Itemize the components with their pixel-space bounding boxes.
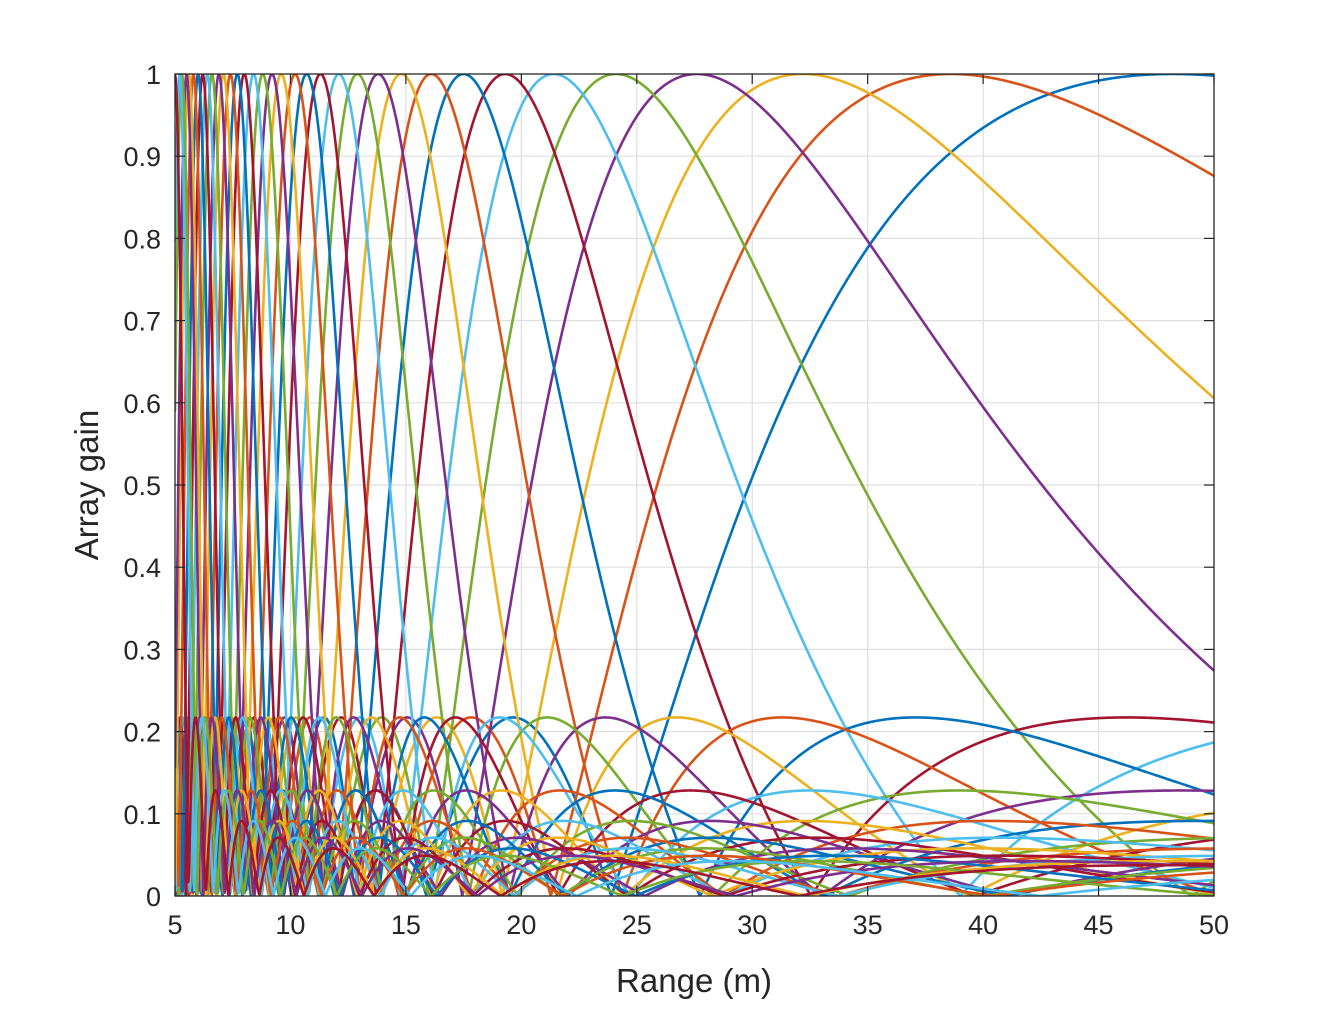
series-line-beam-30	[175, 74, 1214, 896]
x-tick-label: 20	[506, 910, 536, 940]
y-tick-label: 0.6	[123, 389, 161, 419]
series-line-beam-15	[175, 74, 1214, 896]
grid-lines	[175, 74, 1214, 896]
x-tick-label: 10	[275, 910, 305, 940]
x-tick-label: 15	[391, 910, 421, 940]
series-line-beam-31	[175, 74, 1214, 896]
x-tick-label: 35	[853, 910, 883, 940]
series-line-beam-5	[175, 74, 1214, 896]
y-tick-label: 0.7	[123, 307, 161, 337]
x-tick-label: 50	[1199, 910, 1229, 940]
axis-ticks: 5 10 15 20 25 30 35 40 45 50 0 0.1 0.2 0.3 0.4 0.5 0.6 0.…	[123, 60, 1229, 940]
series-line-beam-14	[175, 74, 1214, 896]
y-tick-label: 0.3	[123, 635, 161, 665]
x-tick-label: 5	[167, 910, 182, 940]
x-tick-label: 30	[737, 910, 767, 940]
x-tick-label: 25	[622, 910, 652, 940]
x-axis-label: Range (m)	[616, 962, 772, 999]
y-tick-label: 1	[146, 60, 161, 90]
series-lines	[175, 74, 1214, 896]
y-tick-label: 0.9	[123, 142, 161, 172]
y-axis-label: Array gain	[68, 410, 105, 560]
series-line-beam-26	[175, 74, 1214, 896]
series-line-beam-11	[175, 74, 1214, 896]
series-line-beam-35	[175, 74, 1214, 896]
y-tick-label: 0.8	[123, 224, 161, 254]
y-tick-label: 0	[146, 882, 161, 912]
y-tick-label: 0.1	[123, 800, 161, 830]
series-line-beam-13	[175, 74, 1214, 896]
series-line-beam-32	[175, 74, 1214, 896]
series-line-beam-20	[175, 74, 1214, 896]
x-tick-label: 40	[968, 910, 998, 940]
x-tick-label: 45	[1084, 910, 1114, 940]
y-tick-label: 0.4	[123, 553, 161, 583]
series-line-beam-7	[175, 74, 1214, 896]
y-tick-label: 0.5	[123, 471, 161, 501]
y-tick-label: 0.2	[123, 718, 161, 748]
